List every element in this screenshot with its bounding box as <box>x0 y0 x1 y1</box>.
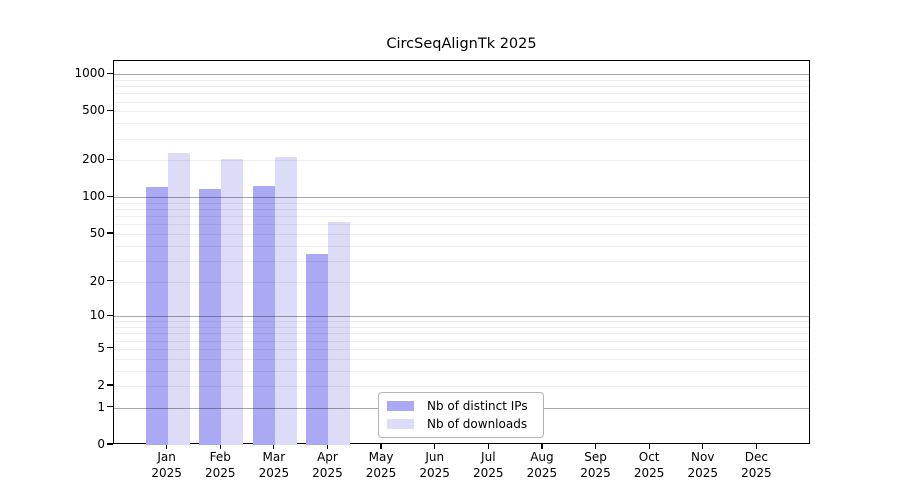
legend-label-downloads: Nb of downloads <box>427 417 528 431</box>
minor-gridline <box>114 79 809 81</box>
x-tick <box>380 444 382 449</box>
bar-distinct-ips <box>145 187 168 445</box>
bar-distinct-ips <box>306 254 329 445</box>
legend-swatch-downloads <box>387 419 414 429</box>
x-tick <box>541 444 543 449</box>
x-tick <box>273 444 275 449</box>
y-tick <box>107 280 113 282</box>
minor-gridline <box>114 138 809 140</box>
y-tick <box>107 232 113 234</box>
y-tick <box>107 384 113 386</box>
x-tick <box>326 444 329 449</box>
x-tick-label: Oct 2025 <box>633 450 665 480</box>
x-tick <box>166 444 168 449</box>
plot-area <box>113 60 810 445</box>
y-tick-label: 2 <box>97 378 105 393</box>
x-tick-label: Dec 2025 <box>741 450 772 480</box>
legend-label-distinct-ips: Nb of distinct IPs <box>427 399 528 413</box>
y-tick-label: 1000 <box>74 66 105 81</box>
bar-distinct-ips <box>252 186 275 445</box>
minor-gridline <box>114 160 809 162</box>
x-tick-label: Apr 2025 <box>312 450 343 480</box>
y-tick-label: 500 <box>82 103 105 118</box>
y-tick <box>107 158 113 160</box>
x-tick-label: Nov 2025 <box>687 450 719 480</box>
y-tick <box>107 443 113 445</box>
x-tick-label: May 2025 <box>365 450 397 480</box>
minor-gridline <box>114 111 809 113</box>
y-tick <box>107 195 113 197</box>
y-tick-label: 100 <box>82 189 105 204</box>
y-tick <box>107 72 113 74</box>
x-tick-label: Aug 2025 <box>526 450 558 480</box>
y-tick-label: 20 <box>89 273 105 288</box>
x-tick <box>702 444 704 449</box>
minor-gridline <box>114 86 809 88</box>
y-tick-label: 1 <box>97 399 105 414</box>
y-tick-label: 10 <box>89 308 105 323</box>
x-tick <box>648 444 650 449</box>
chart-legend: Nb of distinct IPs Nb of downloads <box>378 392 544 438</box>
bar-distinct-ips <box>199 188 222 445</box>
bar-downloads <box>328 221 351 445</box>
y-tick <box>107 347 113 349</box>
x-tick-label: Mar 2025 <box>258 450 290 480</box>
legend-item-distinct-ips: Nb of distinct IPs <box>379 400 543 412</box>
major-gridline <box>114 74 809 76</box>
y-tick-label: 5 <box>97 340 105 355</box>
y-tick <box>107 109 113 111</box>
chart-title: CircSeqAlignTk 2025 <box>386 36 537 52</box>
bar-downloads <box>274 156 297 445</box>
minor-gridline <box>114 123 809 125</box>
legend-swatch-distinct-ips <box>387 401 414 411</box>
minor-gridline <box>114 101 809 103</box>
x-tick <box>594 444 597 449</box>
y-tick <box>107 406 113 408</box>
bar-downloads <box>221 159 244 445</box>
y-tick-label: 200 <box>82 152 105 167</box>
legend-item-downloads: Nb of downloads <box>379 418 543 430</box>
bar-downloads <box>167 153 190 445</box>
x-tick <box>219 444 221 449</box>
x-tick <box>487 444 489 449</box>
x-tick-label: Sep 2025 <box>580 450 611 480</box>
x-tick-label: Feb 2025 <box>204 450 236 480</box>
y-tick <box>107 314 113 316</box>
x-tick-label: Jul 2025 <box>473 450 504 480</box>
minor-gridline <box>114 93 809 95</box>
y-tick-label: 50 <box>89 225 105 240</box>
x-tick <box>434 444 436 449</box>
y-tick-label: 0 <box>97 437 105 451</box>
x-tick-label: Jun 2025 <box>419 450 450 480</box>
x-tick-label: Jan 2025 <box>151 450 182 480</box>
x-tick <box>755 444 757 449</box>
